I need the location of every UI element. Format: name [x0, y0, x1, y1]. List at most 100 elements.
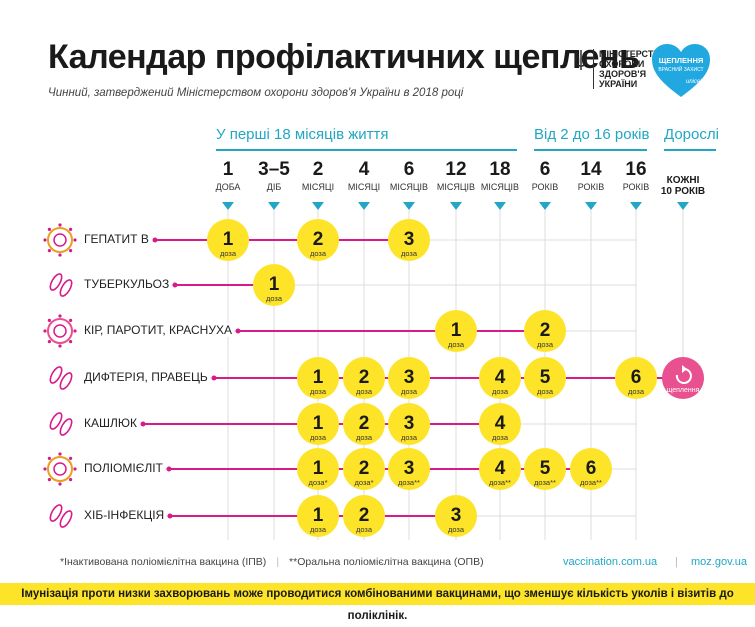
dose-word: доза [356, 525, 373, 534]
ministry-line: України [599, 79, 638, 89]
footnote-ipv: *Інактивована поліомієлітна вакцина (ІПВ… [60, 556, 267, 568]
group-label-first-18-months: У перші 18 місяців життя [216, 126, 389, 143]
dose-number: 2 [359, 367, 370, 388]
column-number: 6 [403, 159, 415, 180]
column-number: 3–5 [258, 159, 290, 180]
disease-label: Дифтерія, правець [84, 370, 210, 384]
icon-spike [73, 238, 77, 242]
column-unit: місяці [347, 182, 381, 192]
dose-circle [479, 357, 521, 399]
icon-rod [49, 366, 63, 384]
icon-ring [47, 456, 73, 482]
dose-word: доза [537, 340, 554, 349]
ministry-name: Міністерство охорони здоров'я України [593, 49, 667, 89]
icon-ring [47, 318, 73, 344]
dose-circle [524, 310, 566, 352]
ministry-line: охорони [599, 59, 645, 69]
row-line-start-dot [140, 421, 146, 427]
icon-core [53, 233, 67, 247]
icon-spike [69, 227, 73, 231]
column-number: 18 [489, 159, 511, 180]
dose-number: 3 [404, 458, 415, 479]
icon-spike [58, 253, 62, 257]
dose-number: 3 [404, 413, 415, 434]
column-unit: місяці [301, 182, 335, 192]
dose-word: доза** [398, 478, 420, 487]
ministry-logo: Міністерство охорони здоров'я України [574, 49, 667, 89]
icon-spike [47, 227, 51, 231]
footnotes: *Інактивована поліомієлітна вакцина (ІПВ… [60, 556, 484, 568]
column-unit: місяців [389, 182, 429, 192]
dose-number: 4 [495, 367, 506, 388]
icon-rod [49, 412, 63, 430]
column-number: 6 [539, 159, 551, 180]
dose-number: 2 [313, 229, 324, 250]
column-unit: років [531, 182, 559, 192]
link-vaccination[interactable]: vaccination.com.ua [563, 556, 658, 568]
bottom-bar [0, 583, 755, 605]
icon-spike [47, 340, 51, 344]
hib-bacteria-icon [49, 504, 73, 528]
icon-spike [43, 467, 47, 471]
dose-circle [435, 310, 477, 352]
link-moz[interactable]: moz.gov.ua [691, 556, 748, 568]
group-label-2-to-16-years: Від 2 до 16 років [534, 126, 650, 143]
icon-rod [59, 372, 73, 390]
dose-word: доза [356, 387, 373, 396]
icon-spike [43, 329, 47, 333]
column-unit: діб [266, 182, 282, 192]
heart-icon [652, 44, 710, 97]
dose-number: 1 [313, 505, 324, 526]
dose-word: доза [537, 387, 554, 396]
ministry-line: здоров'я [599, 69, 647, 79]
dose-circle [297, 403, 339, 445]
refresh-icon [675, 368, 692, 384]
dose-circle [297, 357, 339, 399]
dose-number: 5 [540, 367, 551, 388]
icon-rod [59, 279, 73, 297]
icon-spike [69, 478, 73, 482]
icon-rod [59, 418, 73, 436]
group-underline [216, 149, 517, 151]
dose-number: 2 [359, 413, 370, 434]
icon-rod [59, 510, 73, 528]
dose-word: доза** [489, 478, 511, 487]
dose-circle [297, 219, 339, 261]
dose-circle [570, 448, 612, 490]
dose-word: доза [356, 433, 373, 442]
dose-word: доза [448, 525, 465, 534]
dose-word: доза [310, 525, 327, 534]
dose-word: доза [310, 249, 327, 258]
dose-number: 3 [451, 505, 462, 526]
icon-spike [47, 456, 51, 460]
disease-label: Туберкульоз [84, 277, 172, 291]
dose-word: доза [310, 387, 327, 396]
column-unit: років [577, 182, 605, 192]
icon-spike [58, 482, 62, 486]
dose-number: 6 [631, 367, 642, 388]
icon-spike [58, 223, 62, 227]
column-number: 12 [445, 159, 467, 180]
dose-circle [297, 495, 339, 537]
unicef-subtitle: ВРАСНИЙ ЗАХИСТ [658, 67, 704, 73]
dose-number: 4 [495, 458, 506, 479]
dose-number: 1 [313, 413, 324, 434]
dose-number: 1 [313, 367, 324, 388]
dose-word: доза [448, 340, 465, 349]
dose-number: 2 [359, 458, 370, 479]
diphtheria-bacteria-icon [49, 366, 73, 390]
icon-spike [58, 344, 62, 348]
disease-label: Кашлюк [84, 416, 139, 430]
row-line-start-dot [172, 282, 178, 288]
dose-number: 2 [540, 320, 551, 341]
row-line-start-dot [211, 375, 217, 381]
measles-virus-icon [43, 314, 77, 348]
row-line-start-dot [167, 513, 173, 519]
dose-number: 2 [359, 505, 370, 526]
column-unit: років [622, 182, 650, 192]
trident-icon [575, 50, 587, 70]
column-marker-triangle [268, 202, 280, 210]
icon-core [53, 462, 67, 476]
column-unit: доба [215, 182, 241, 192]
unicef-heart-logo: ЩЕПЛЕННЯ ВРАСНИЙ ЗАХИСТ unicef [650, 43, 712, 99]
